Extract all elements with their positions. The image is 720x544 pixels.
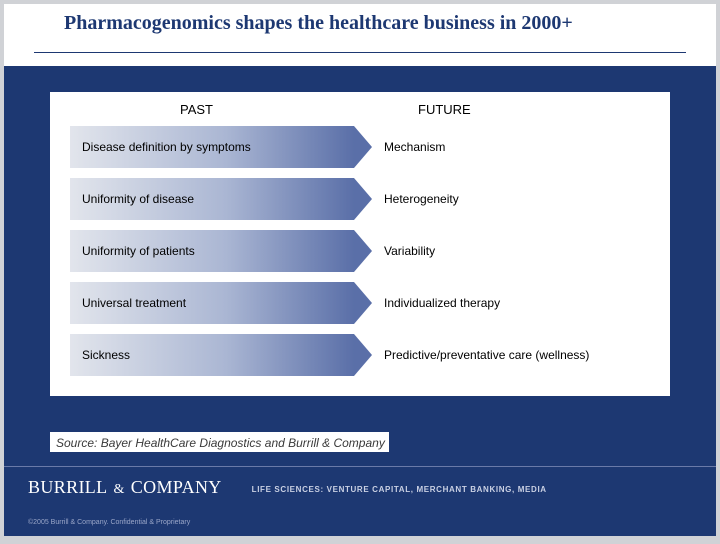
arrow-right-icon — [354, 334, 372, 376]
future-label: Variability — [384, 244, 435, 258]
arrow-right-icon — [354, 230, 372, 272]
logo-text-right: COMPANY — [131, 477, 222, 498]
chart-row: Uniformity of disease Heterogeneity — [50, 178, 670, 220]
past-label: Uniformity of disease — [82, 192, 194, 206]
chart-row: Uniformity of patients Variability — [50, 230, 670, 272]
footer: BURRILL & COMPANY LIFE SCIENCES: VENTURE… — [4, 466, 716, 536]
footer-copyright: ©2005 Burrill & Company. Confidential & … — [28, 519, 190, 526]
footer-tagline: LIFE SCIENCES: VENTURE CAPITAL, MERCHANT… — [252, 485, 547, 494]
title-bar: Pharmacogenomics shapes the healthcare b… — [4, 4, 716, 66]
future-label: Mechanism — [384, 140, 445, 154]
arrow-right-icon — [354, 282, 372, 324]
arrow-right-icon — [354, 126, 372, 168]
past-label: Uniformity of patients — [82, 244, 195, 258]
chart-header-row: PAST FUTURE — [50, 92, 670, 126]
past-label: Disease definition by symptoms — [82, 140, 251, 154]
future-label: Predictive/preventative care (wellness) — [384, 348, 589, 362]
past-label: Universal treatment — [82, 296, 186, 310]
slide-title: Pharmacogenomics shapes the healthcare b… — [64, 12, 573, 35]
chart-row: Sickness Predictive/preventative care (w… — [50, 334, 670, 376]
title-rule — [34, 52, 686, 53]
logo-text-left: BURRILL — [28, 477, 108, 498]
source-citation: Source: Bayer HealthCare Diagnostics and… — [50, 432, 389, 452]
company-logo: BURRILL & COMPANY — [28, 477, 222, 498]
past-label: Sickness — [82, 348, 130, 362]
future-label: Individualized therapy — [384, 296, 500, 310]
comparison-chart: PAST FUTURE Disease definition by sympto… — [50, 92, 670, 396]
chart-row: Universal treatment Individualized thera… — [50, 282, 670, 324]
slide: Pharmacogenomics shapes the healthcare b… — [4, 4, 716, 536]
header-future: FUTURE — [418, 102, 471, 117]
chart-row: Disease definition by symptoms Mechanism — [50, 126, 670, 168]
future-label: Heterogeneity — [384, 192, 459, 206]
header-past: PAST — [180, 102, 213, 117]
logo-ampersand: & — [114, 482, 125, 498]
arrow-right-icon — [354, 178, 372, 220]
